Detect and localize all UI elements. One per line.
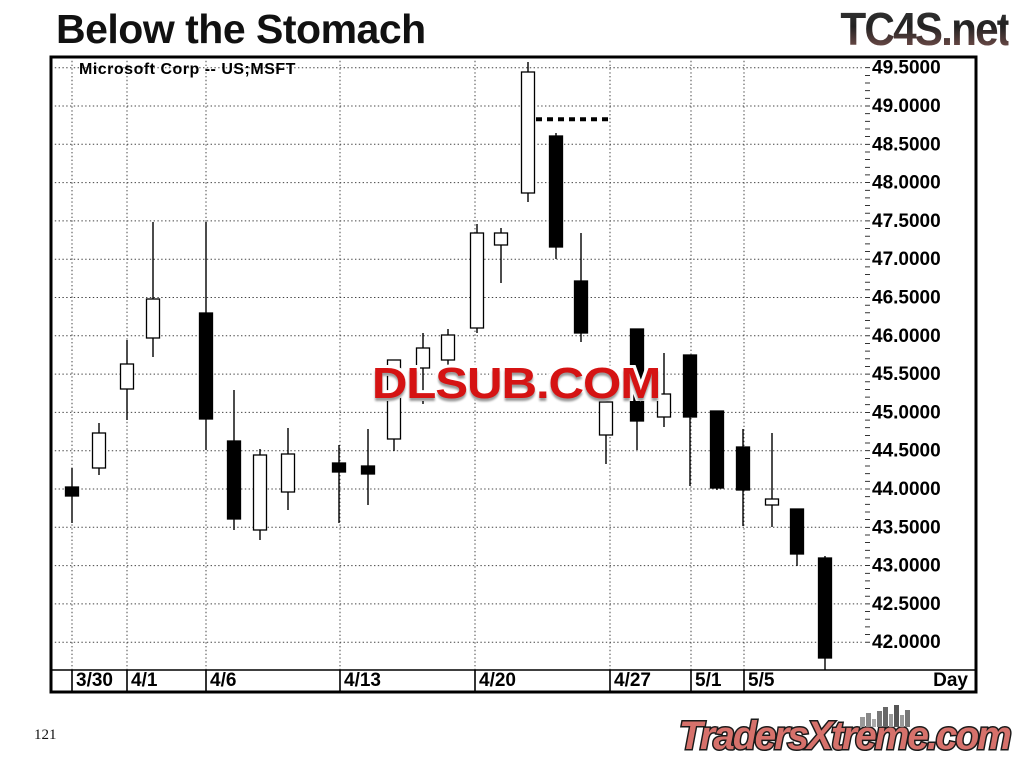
svg-text:42.0000: 42.0000 (872, 632, 941, 653)
svg-text:5/5: 5/5 (748, 670, 775, 691)
svg-text:43.5000: 43.5000 (872, 517, 941, 538)
svg-text:48.5000: 48.5000 (872, 134, 941, 155)
svg-text:47.5000: 47.5000 (872, 211, 941, 232)
svg-text:42.5000: 42.5000 (872, 594, 941, 615)
svg-text:4/27: 4/27 (614, 670, 651, 691)
svg-text:44.5000: 44.5000 (872, 441, 941, 462)
svg-text:Microsoft Corp -- US;MSFT: Microsoft Corp -- US;MSFT (79, 61, 296, 78)
svg-text:48.0000: 48.0000 (872, 173, 941, 194)
svg-text:Day: Day (933, 670, 968, 691)
svg-text:45.0000: 45.0000 (872, 402, 941, 423)
svg-text:44.0000: 44.0000 (872, 479, 941, 500)
svg-text:49.0000: 49.0000 (872, 96, 941, 117)
svg-text:3/30: 3/30 (76, 670, 113, 691)
svg-text:4/1: 4/1 (131, 670, 158, 691)
svg-text:45.5000: 45.5000 (872, 364, 941, 385)
svg-text:4/13: 4/13 (344, 670, 381, 691)
svg-text:43.0000: 43.0000 (872, 556, 941, 577)
svg-text:46.0000: 46.0000 (872, 326, 941, 347)
svg-text:49.5000: 49.5000 (872, 58, 941, 79)
svg-text:47.0000: 47.0000 (872, 249, 941, 270)
svg-text:4/20: 4/20 (479, 670, 516, 691)
svg-text:5/1: 5/1 (695, 670, 722, 691)
svg-text:4/6: 4/6 (210, 670, 236, 691)
svg-text:46.5000: 46.5000 (872, 288, 941, 309)
